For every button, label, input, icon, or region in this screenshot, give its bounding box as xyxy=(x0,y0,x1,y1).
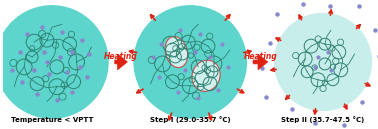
Ellipse shape xyxy=(165,37,187,68)
Ellipse shape xyxy=(192,60,220,91)
Circle shape xyxy=(0,6,108,118)
Text: Heating: Heating xyxy=(104,51,138,61)
Text: Temperature < VPTT: Temperature < VPTT xyxy=(11,117,93,123)
Text: Heating: Heating xyxy=(243,51,277,61)
Text: Step II (35.7-47.5 °C): Step II (35.7-47.5 °C) xyxy=(281,116,365,123)
Text: Step I (29.0-35.7 °C): Step I (29.0-35.7 °C) xyxy=(150,116,231,123)
Circle shape xyxy=(134,6,246,118)
Circle shape xyxy=(274,13,372,110)
